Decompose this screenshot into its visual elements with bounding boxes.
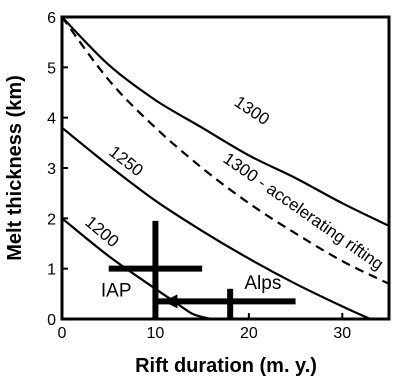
y-tick-label-5: 5	[47, 60, 56, 77]
curves-layer	[62, 17, 389, 319]
error-cross-layer	[108, 220, 296, 319]
y-tick-label-2: 2	[47, 211, 56, 228]
series-line-2	[62, 126, 371, 319]
series-line-0	[62, 17, 389, 227]
series-label-3: 1200	[81, 212, 122, 251]
series-label-2: 1250	[105, 142, 147, 180]
x-tick-label-3: 30	[333, 325, 351, 342]
axis-ticks-layer: 0 10 20 30 0 1 2 3 4 5 6	[47, 10, 351, 342]
series-line-1	[62, 17, 389, 285]
x-tick-label-0: 0	[58, 325, 67, 342]
region-label-1: Alps	[244, 273, 281, 294]
y-tick-label-0: 0	[47, 312, 56, 329]
series-line-3	[62, 217, 212, 319]
x-tick-label-1: 10	[147, 325, 165, 342]
y-tick-label-3: 3	[47, 161, 56, 178]
x-axis-title: Rift duration (m. y.)	[135, 355, 317, 377]
x-tick-label-2: 20	[240, 325, 258, 342]
y-axis-title: Melt thickness (km)	[4, 75, 26, 261]
y-tick-label-4: 4	[47, 111, 56, 128]
cross-arrowhead-1	[163, 294, 178, 309]
series-label-0: 1300	[231, 92, 273, 129]
y-tick-label-1: 1	[47, 262, 56, 279]
region-label-0: IAP	[101, 280, 132, 301]
y-tick-label-6: 6	[47, 10, 56, 27]
